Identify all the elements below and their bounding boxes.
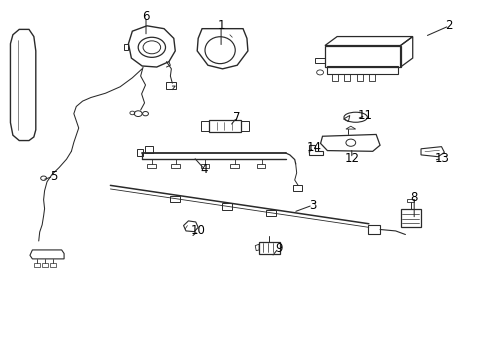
Text: 2: 2 <box>445 19 452 32</box>
Bar <box>367 225 379 234</box>
Bar <box>265 210 275 216</box>
Text: 6: 6 <box>142 10 149 23</box>
Text: 9: 9 <box>274 242 282 255</box>
Text: 11: 11 <box>357 109 372 122</box>
Bar <box>356 74 362 81</box>
Text: 7: 7 <box>233 111 241 124</box>
Bar <box>229 164 238 168</box>
Bar <box>166 82 176 89</box>
Bar <box>209 120 241 132</box>
Bar <box>259 242 279 253</box>
Bar <box>400 209 420 226</box>
Text: 12: 12 <box>344 152 359 165</box>
Text: 8: 8 <box>409 192 417 204</box>
Bar <box>147 164 156 168</box>
Bar <box>171 164 180 168</box>
Text: 13: 13 <box>434 152 448 165</box>
Bar <box>144 146 153 153</box>
Bar <box>137 149 143 156</box>
Bar <box>50 263 56 267</box>
Bar <box>327 66 397 74</box>
Bar <box>34 263 40 267</box>
Text: 4: 4 <box>201 163 208 176</box>
Bar <box>368 74 374 81</box>
Bar <box>170 196 180 202</box>
Text: 5: 5 <box>50 170 57 183</box>
Bar <box>407 199 413 202</box>
Text: 14: 14 <box>305 141 321 154</box>
Bar <box>292 185 301 191</box>
Text: 1: 1 <box>217 19 224 32</box>
Bar <box>344 74 349 81</box>
Bar <box>256 164 265 168</box>
Bar <box>222 203 231 210</box>
Bar <box>200 164 209 168</box>
Text: 10: 10 <box>190 224 205 238</box>
Text: 3: 3 <box>308 199 316 212</box>
Bar <box>41 263 47 267</box>
Bar <box>331 74 337 81</box>
